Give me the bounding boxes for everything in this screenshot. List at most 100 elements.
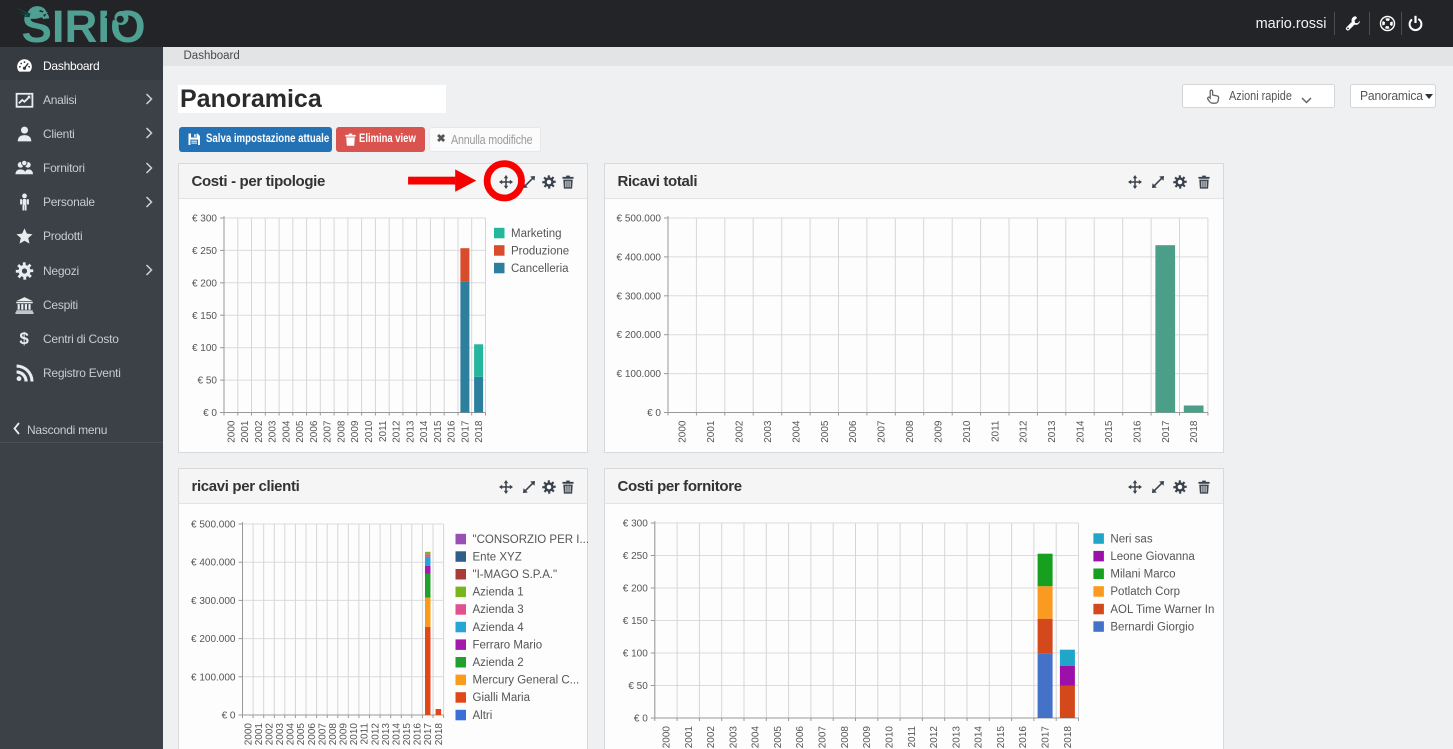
svg-text:2003: 2003: [728, 726, 739, 749]
svg-text:2002: 2002: [735, 420, 746, 443]
svg-text:2016: 2016: [1018, 726, 1029, 749]
svg-text:2003: 2003: [275, 723, 286, 746]
svg-text:€ 400.000: € 400.000: [617, 252, 662, 263]
svg-text:2011: 2011: [907, 726, 918, 748]
svg-text:2006: 2006: [848, 420, 859, 443]
svg-text:2017: 2017: [460, 420, 471, 443]
svg-text:2013: 2013: [1047, 420, 1058, 443]
svg-text:2011: 2011: [360, 723, 371, 745]
svg-text:€ 100.000: € 100.000: [617, 369, 662, 380]
svg-text:2005: 2005: [295, 420, 306, 443]
svg-text:2002: 2002: [706, 726, 717, 749]
svg-text:2000: 2000: [661, 726, 672, 749]
svg-text:€ 100.000: € 100.000: [191, 672, 236, 683]
svg-text:2015: 2015: [996, 726, 1007, 749]
svg-text:AOL Time Warner In: AOL Time Warner In: [1110, 604, 1214, 616]
svg-text:2005: 2005: [296, 723, 307, 746]
svg-text:2012: 2012: [392, 420, 403, 443]
svg-text:2010: 2010: [364, 420, 375, 443]
svg-text:2017: 2017: [1161, 420, 1172, 443]
svg-text:2012: 2012: [1019, 420, 1030, 443]
svg-text:2004: 2004: [281, 420, 292, 443]
svg-text:2004: 2004: [791, 420, 802, 443]
svg-text:Azienda 2: Azienda 2: [473, 657, 524, 669]
svg-text:Milani Marco: Milani Marco: [1110, 569, 1175, 581]
svg-text:2010: 2010: [349, 723, 360, 746]
svg-text:2011: 2011: [990, 420, 1001, 442]
svg-text:€ 100: € 100: [623, 649, 648, 660]
svg-text:Azienda 3: Azienda 3: [473, 604, 524, 616]
svg-text:2011: 2011: [378, 420, 389, 442]
svg-text:2013: 2013: [405, 420, 416, 443]
svg-text:€ 0: € 0: [647, 408, 661, 419]
svg-text:Ferraro Mario: Ferraro Mario: [473, 639, 543, 651]
svg-text:€ 250: € 250: [623, 551, 648, 562]
svg-text:2006: 2006: [795, 726, 806, 749]
svg-text:€ 300: € 300: [192, 214, 217, 225]
svg-text:€ 100: € 100: [192, 343, 217, 354]
svg-text:2013: 2013: [381, 723, 392, 746]
svg-text:2018: 2018: [474, 420, 485, 443]
svg-text:2008: 2008: [840, 726, 851, 749]
svg-text:€ 0: € 0: [634, 714, 648, 725]
svg-text:€ 500.000: € 500.000: [617, 214, 662, 225]
svg-text:2015: 2015: [402, 723, 413, 746]
svg-text:2017: 2017: [423, 723, 434, 746]
svg-text:€ 200: € 200: [192, 278, 217, 289]
svg-text:€ 300: € 300: [623, 519, 648, 530]
svg-text:2009: 2009: [862, 726, 873, 749]
svg-text:2008: 2008: [905, 420, 916, 443]
svg-text:€ 300.000: € 300.000: [191, 596, 236, 607]
svg-text:Azienda 1: Azienda 1: [473, 587, 524, 599]
svg-text:Produzione: Produzione: [511, 245, 569, 257]
svg-text:2014: 2014: [1076, 420, 1087, 443]
svg-text:2002: 2002: [265, 723, 276, 746]
svg-text:2008: 2008: [337, 420, 348, 443]
svg-text:2007: 2007: [323, 420, 334, 443]
svg-text:€ 150: € 150: [623, 616, 648, 627]
svg-text:2014: 2014: [392, 723, 403, 746]
svg-text:€ 0: € 0: [222, 711, 236, 722]
svg-text:Ente XYZ: Ente XYZ: [473, 551, 522, 563]
svg-text:2004: 2004: [751, 726, 762, 749]
svg-text:2010: 2010: [962, 420, 973, 443]
svg-text:€ 200.000: € 200.000: [191, 634, 236, 645]
svg-text:Potlatch Corp: Potlatch Corp: [1110, 586, 1180, 598]
svg-text:2009: 2009: [350, 420, 361, 443]
svg-text:2002: 2002: [254, 420, 265, 443]
svg-text:Neri sas: Neri sas: [1110, 533, 1152, 545]
svg-text:2010: 2010: [884, 726, 895, 749]
svg-text:€ 200: € 200: [623, 584, 648, 595]
svg-text:€ 0: € 0: [203, 408, 217, 419]
svg-text:Cancelleria: Cancelleria: [511, 263, 569, 275]
svg-text:2004: 2004: [286, 723, 297, 746]
svg-text:€ 500.000: € 500.000: [191, 520, 236, 531]
svg-text:2001: 2001: [684, 726, 695, 749]
svg-text:€ 150: € 150: [192, 311, 217, 322]
svg-text:2008: 2008: [328, 723, 339, 746]
svg-text:€ 200.000: € 200.000: [617, 330, 662, 341]
svg-text:"CONSORZIO PER I...: "CONSORZIO PER I...: [473, 534, 590, 546]
svg-text:2001: 2001: [254, 723, 265, 746]
svg-text:2012: 2012: [929, 726, 940, 749]
svg-text:2009: 2009: [339, 723, 350, 746]
svg-text:2014: 2014: [974, 726, 985, 749]
svg-text:2007: 2007: [818, 726, 829, 749]
svg-text:2013: 2013: [951, 726, 962, 749]
svg-text:2000: 2000: [678, 420, 689, 443]
svg-text:Mercury General C...: Mercury General C...: [473, 675, 580, 687]
svg-text:2009: 2009: [933, 420, 944, 443]
svg-text:€ 400.000: € 400.000: [191, 558, 236, 569]
svg-text:Marketing: Marketing: [511, 228, 562, 240]
svg-text:2018: 2018: [1189, 420, 1200, 443]
svg-text:2017: 2017: [1041, 726, 1052, 749]
svg-text:2016: 2016: [413, 723, 424, 746]
svg-text:2000: 2000: [243, 723, 254, 746]
svg-text:2007: 2007: [317, 723, 328, 746]
svg-text:2005: 2005: [773, 726, 784, 749]
svg-text:2001: 2001: [240, 420, 251, 443]
svg-text:2001: 2001: [706, 420, 717, 443]
svg-text:2016: 2016: [447, 420, 458, 443]
svg-text:2018: 2018: [1063, 726, 1074, 749]
svg-text:2015: 2015: [1104, 420, 1115, 443]
